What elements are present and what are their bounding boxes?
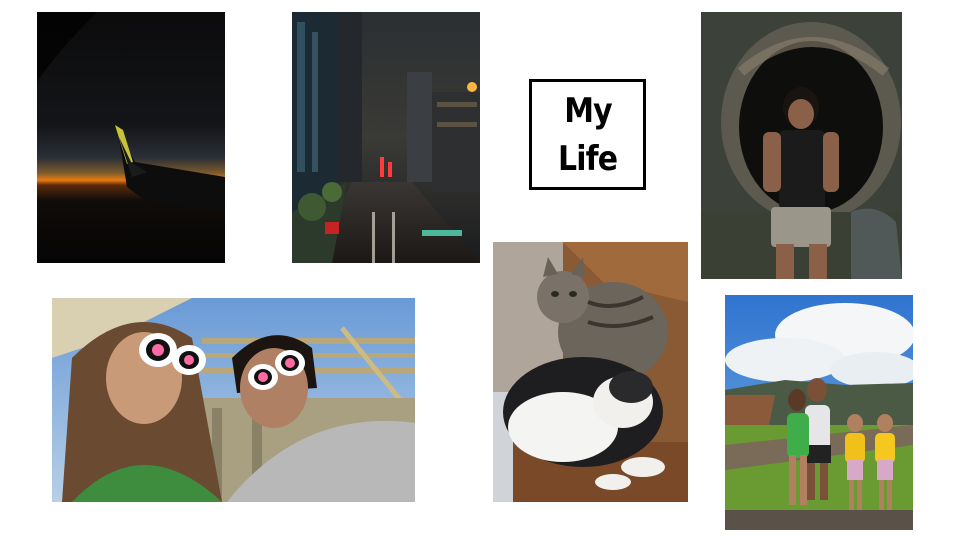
family-hiking-photo[interactable] [725, 295, 913, 530]
title-line-2: Life [557, 138, 618, 179]
title-box: My Life [529, 79, 646, 190]
rainy-city-street-night-photo[interactable] [292, 12, 480, 263]
tunnel-portrait-photo[interactable] [701, 12, 902, 279]
two-cats-photo[interactable] [493, 242, 688, 502]
airplane-wing-sunset-photo[interactable] [37, 12, 225, 263]
title-line-1: My [563, 90, 612, 131]
selfie-with-sunglasses-photo[interactable] [52, 298, 415, 502]
